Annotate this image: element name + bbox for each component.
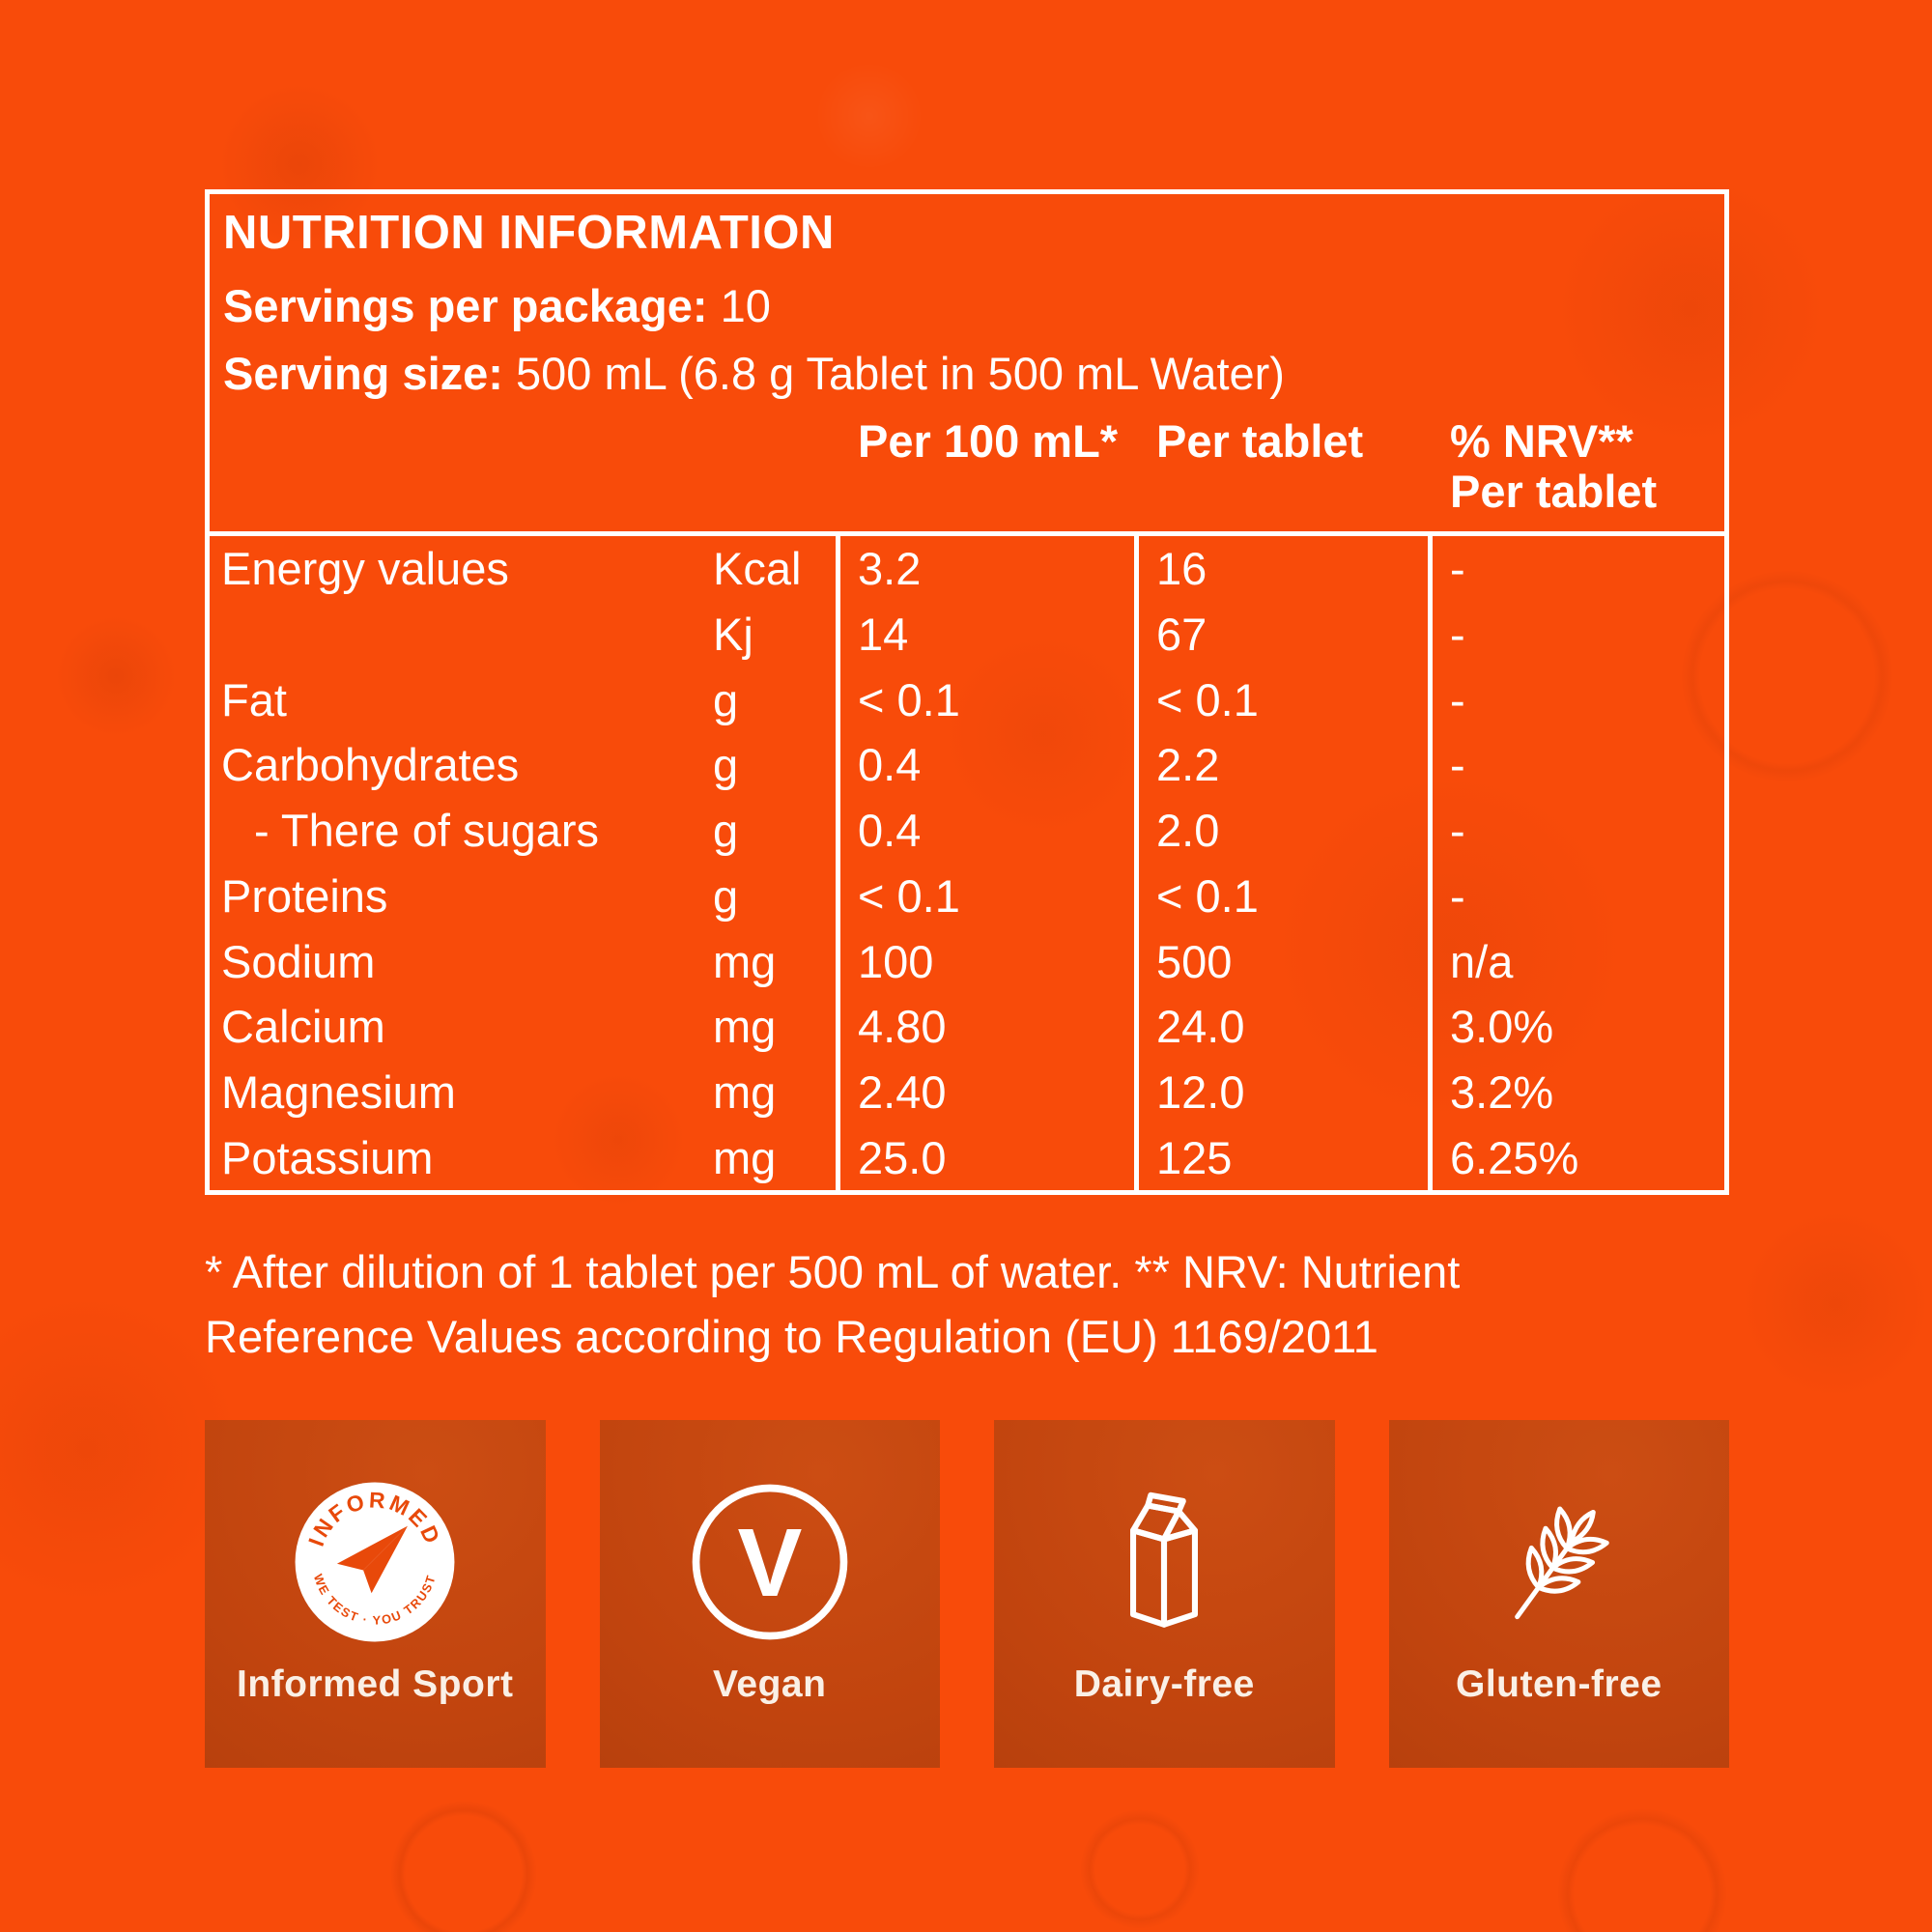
informed-sport-logo-icon: INFORMED WE TEST · YOU TRUST — [295, 1482, 455, 1642]
nutrient-name: Sodium — [221, 935, 376, 987]
value-per-100ml: 0.4 — [836, 797, 1134, 864]
value-nrv: - — [1428, 536, 1724, 602]
servings-value: 10 — [720, 280, 771, 331]
column-header-nrv-line1: % NRV** — [1450, 415, 1634, 467]
value-per-tablet: < 0.1 — [1134, 863, 1428, 929]
column-header-nrv: % NRV** Per tablet — [1428, 416, 1724, 517]
badge-gluten-free: Gluten-free — [1388, 1420, 1729, 1768]
value-nrv: - — [1428, 797, 1724, 864]
nutrient-name: Potassium — [221, 1131, 434, 1183]
value-nrv: - — [1428, 667, 1724, 733]
value-per-100ml: 2.40 — [836, 1059, 1134, 1125]
wheat-ear-icon — [1514, 1506, 1609, 1620]
nutrient-name: Proteins — [221, 869, 388, 922]
nutrient-unit: mg — [713, 1131, 777, 1183]
nutrient-unit: g — [713, 673, 739, 725]
value-nrv: 3.2% — [1428, 1059, 1724, 1125]
value-per-100ml: 14 — [836, 601, 1134, 668]
value-per-tablet: 12.0 — [1134, 1059, 1428, 1125]
value-per-tablet: 24.0 — [1134, 993, 1428, 1060]
column-header-per-tablet: Per tablet — [1156, 415, 1364, 467]
value-per-100ml: 25.0 — [836, 1124, 1134, 1190]
servings-label: Servings per package: — [223, 280, 708, 331]
column-header-spacer — [210, 416, 836, 517]
nutrient-name: - There of sugars — [254, 805, 600, 857]
value-per-100ml: 3.2 — [836, 536, 1134, 602]
value-per-tablet: 125 — [1134, 1124, 1428, 1190]
value-per-100ml: 0.4 — [836, 732, 1134, 798]
value-per-tablet: 16 — [1134, 536, 1428, 602]
value-per-100ml: < 0.1 — [836, 667, 1134, 733]
value-per-tablet: 2.2 — [1134, 732, 1428, 798]
nutrition-panel: NUTRITION INFORMATION Servings per packa… — [205, 189, 1729, 1195]
badge-label: Gluten-free — [1455, 1663, 1662, 1705]
badge-vegan: V Vegan — [599, 1420, 940, 1768]
column-header-row: Per 100 mL* Per tablet % NRV** Per table… — [210, 416, 1724, 517]
value-per-100ml: 100 — [836, 928, 1134, 994]
value-per-tablet: 2.0 — [1134, 797, 1428, 864]
nutrient-unit: mg — [713, 1001, 777, 1053]
badge-label: Vegan — [713, 1663, 827, 1705]
serving-size-label: Serving size: — [223, 348, 503, 399]
value-nrv: - — [1428, 601, 1724, 668]
serving-size-line: Serving size: 500 mL (6.8 g Tablet in 50… — [223, 347, 1285, 400]
paper-plane-icon — [337, 1525, 409, 1594]
nutrient-unit: mg — [713, 1065, 777, 1118]
nutrition-table: Energy values Kcal 3.2 16 - Kj 14 67 - Fa… — [210, 531, 1724, 1190]
badge-label: Dairy-free — [1073, 1663, 1255, 1705]
nutrient-unit: Kj — [713, 609, 753, 661]
footnote-line2: Reference Values according to Regulation… — [205, 1311, 1378, 1362]
nutrient-name: Carbohydrates — [221, 739, 520, 791]
value-per-tablet: < 0.1 — [1134, 667, 1428, 733]
value-per-tablet: 500 — [1134, 928, 1428, 994]
nutrient-unit: g — [713, 869, 739, 922]
nutrient-name: Calcium — [221, 1001, 385, 1053]
value-nrv: - — [1428, 863, 1724, 929]
value-nrv: 6.25% — [1428, 1124, 1724, 1190]
serving-size-value: 500 mL (6.8 g Tablet in 500 mL Water) — [516, 348, 1285, 399]
value-per-100ml: 4.80 — [836, 993, 1134, 1060]
nutrient-unit: g — [713, 739, 739, 791]
value-per-tablet: 67 — [1134, 601, 1428, 668]
footnote: * After dilution of 1 tablet per 500 mL … — [205, 1239, 1460, 1369]
nutrient-name: Energy values — [221, 543, 509, 595]
value-nrv: n/a — [1428, 928, 1724, 994]
certification-badges: INFORMED WE TEST · YOU TRUST Informed Sp… — [205, 1420, 1729, 1768]
column-header-per-100ml: Per 100 mL* — [858, 415, 1119, 467]
footnote-line1: * After dilution of 1 tablet per 500 mL … — [205, 1246, 1461, 1297]
panel-title: NUTRITION INFORMATION — [223, 207, 835, 259]
vegan-v-letter: V — [737, 1509, 802, 1617]
value-nrv: 3.0% — [1428, 993, 1724, 1060]
servings-line: Servings per package: 10 — [223, 279, 771, 332]
nutrient-unit: mg — [713, 935, 777, 987]
nutrient-unit: Kcal — [713, 543, 802, 595]
badge-label: Informed Sport — [237, 1663, 514, 1705]
nutrient-name: Fat — [221, 673, 287, 725]
value-nrv: - — [1428, 732, 1724, 798]
badge-informed-sport: INFORMED WE TEST · YOU TRUST Informed Sp… — [205, 1420, 546, 1768]
nutrient-name: Magnesium — [221, 1065, 456, 1118]
column-header-nrv-line2: Per tablet — [1450, 466, 1658, 517]
milk-carton-icon — [1130, 1492, 1199, 1628]
value-per-100ml: < 0.1 — [836, 863, 1134, 929]
nutrient-unit: g — [713, 805, 739, 857]
badge-dairy-free: Dairy-free — [994, 1420, 1335, 1768]
vegan-icon: V — [692, 1484, 848, 1640]
